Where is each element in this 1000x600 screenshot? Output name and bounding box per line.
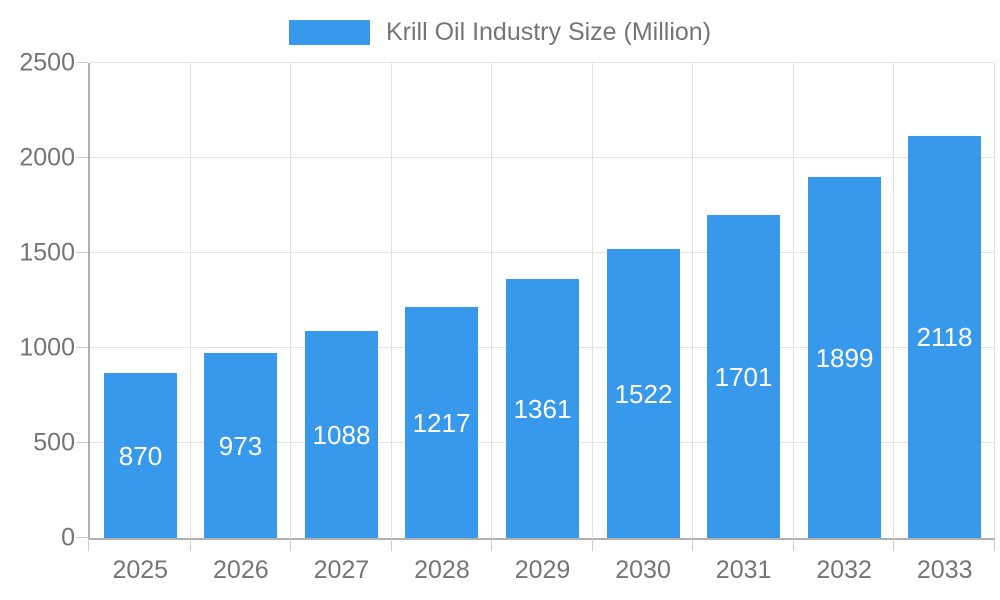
x-axis-tick: [591, 538, 593, 551]
x-axis-tick: [189, 538, 191, 551]
bar: 870: [104, 373, 177, 538]
bar: 973: [204, 353, 277, 538]
bar-value-label: 1701: [714, 361, 773, 392]
bar: 1088: [305, 331, 378, 538]
bar: 1701: [707, 215, 780, 538]
x-axis-tick: [390, 538, 392, 551]
bar: 1361: [506, 279, 579, 538]
y-axis-tick: [76, 157, 88, 158]
chart-legend: Krill Oil Industry Size (Million): [0, 17, 1000, 47]
x-axis-tick: [290, 538, 292, 551]
y-axis-tick: [76, 62, 88, 63]
bar-value-label: 870: [118, 440, 163, 471]
gridline-vertical: [792, 63, 794, 538]
gridline-vertical: [290, 63, 292, 538]
bar-value-label: 1899: [815, 342, 874, 373]
x-tick-label: 2026: [213, 556, 269, 584]
gridline-vertical: [994, 63, 995, 538]
plot-area: 0 500 1000 1500 2000 2500 870 2025 973 2026 1088 20…: [19, 50, 995, 584]
x-axis-tick: [491, 538, 493, 551]
y-tick-label: 2500: [19, 48, 75, 77]
gridline-horizontal: [90, 252, 995, 253]
y-tick-label: 2000: [19, 143, 75, 172]
x-tick-label: 2028: [414, 556, 470, 584]
y-axis-tick: [76, 442, 88, 443]
gridline-vertical: [189, 63, 191, 538]
gridline-vertical: [692, 63, 694, 538]
bar-value-label: 1088: [312, 419, 371, 450]
bar: 1899: [808, 177, 881, 538]
y-axis-tick: [76, 347, 88, 348]
bar-value-label: 1522: [614, 378, 673, 409]
x-axis-tick: [893, 538, 895, 551]
legend-label: Krill Oil Industry Size (Million): [385, 17, 712, 46]
gridline-horizontal: [90, 62, 995, 63]
gridline-horizontal: [90, 157, 995, 158]
bar-value-label: 2118: [916, 322, 973, 352]
gridline-vertical: [591, 63, 593, 538]
x-axis-tick: [994, 538, 995, 551]
y-tick-label: 1500: [19, 238, 75, 267]
gridline-vertical: [491, 63, 493, 538]
x-axis-tick: [792, 538, 794, 551]
x-axis-tick: [692, 538, 694, 551]
bar: 1522: [607, 249, 680, 538]
y-tick-label: 500: [33, 428, 75, 457]
x-tick-label: 2031: [715, 556, 772, 584]
x-tick-label: 2027: [313, 556, 370, 584]
bar: 1217: [405, 307, 478, 538]
gridline-vertical: [893, 63, 895, 538]
bar-value-label: 973: [218, 430, 263, 461]
bar-value-label: 1361: [513, 393, 572, 424]
bar-value-label: 1217: [412, 407, 471, 438]
bar: 2118: [908, 136, 981, 538]
x-tick-label: 2033: [916, 556, 973, 584]
y-axis-tick: [76, 252, 88, 253]
x-tick-label: 2032: [816, 556, 872, 584]
y-axis-tick: [76, 537, 88, 538]
gridline-vertical: [390, 63, 392, 538]
x-tick-label: 2030: [615, 556, 671, 584]
legend-swatch: [288, 19, 370, 45]
x-axis-tick: [88, 538, 89, 551]
x-tick-label: 2029: [514, 556, 571, 584]
x-tick-label: 2025: [112, 556, 169, 584]
y-tick-label: 1000: [19, 333, 75, 362]
y-tick-label: 0: [61, 523, 75, 552]
